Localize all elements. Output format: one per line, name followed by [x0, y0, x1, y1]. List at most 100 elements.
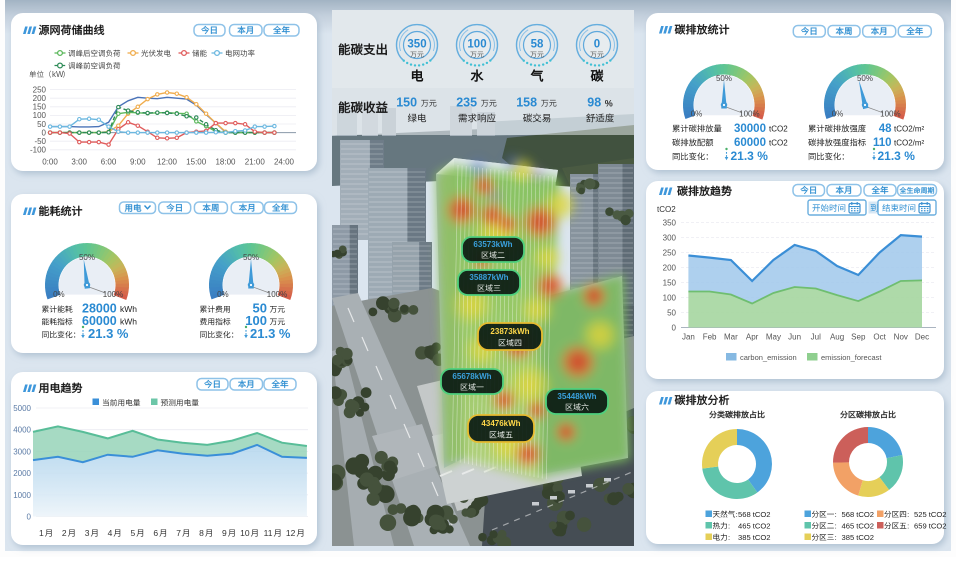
svg-text:18:00: 18:00 [215, 158, 236, 167]
svg-text:tCO2/m²: tCO2/m² [894, 139, 925, 148]
svg-text:0: 0 [42, 128, 47, 137]
svg-text:235: 235 [456, 96, 477, 110]
svg-text:Jul: Jul [811, 333, 821, 342]
svg-text:50%: 50% [857, 74, 873, 83]
svg-text:100: 100 [467, 39, 486, 51]
svg-text:0%: 0% [53, 290, 65, 299]
svg-text:5: 5 [130, 528, 135, 538]
svg-text:%: % [605, 99, 613, 109]
svg-text:200: 200 [33, 94, 47, 103]
svg-text:30000: 30000 [734, 123, 766, 135]
svg-text:Nov: Nov [894, 333, 908, 342]
svg-text:60000: 60000 [82, 314, 117, 328]
svg-text:43476kWh: 43476kWh [481, 419, 520, 428]
svg-text:110: 110 [873, 137, 892, 149]
svg-text:150: 150 [33, 103, 47, 112]
svg-text:385 tCO2: 385 tCO2 [842, 533, 875, 542]
svg-text:10: 10 [240, 528, 250, 538]
svg-text:50: 50 [253, 301, 267, 316]
svg-text:0%: 0% [691, 110, 703, 119]
svg-text:6: 6 [153, 528, 158, 538]
svg-text:tCO2: tCO2 [657, 205, 676, 214]
svg-text:100: 100 [245, 313, 267, 328]
svg-text:21.3 %: 21.3 % [878, 149, 916, 163]
svg-text:Jun: Jun [788, 333, 801, 342]
svg-text:carbon_emission: carbon_emission [740, 353, 797, 362]
svg-text:2: 2 [62, 528, 67, 538]
svg-text:2000: 2000 [13, 469, 31, 478]
svg-text:568 tCO2: 568 tCO2 [842, 510, 875, 519]
svg-text:21.3 %: 21.3 % [88, 326, 129, 341]
svg-text:568 tCO2: 568 tCO2 [738, 510, 771, 519]
svg-text:385 tCO2: 385 tCO2 [738, 533, 771, 542]
svg-text:58: 58 [531, 39, 544, 51]
svg-text:0%: 0% [217, 290, 229, 299]
svg-text:Feb: Feb [703, 333, 717, 342]
svg-text:kWh: kWh [120, 317, 137, 327]
svg-text:659 tCO2: 659 tCO2 [914, 522, 947, 531]
svg-text:100: 100 [663, 293, 677, 302]
svg-text:50%: 50% [243, 253, 259, 262]
svg-text:21.3 %: 21.3 % [731, 149, 769, 163]
svg-text::: : [728, 522, 730, 531]
svg-text:100%: 100% [880, 110, 900, 119]
svg-text:465 tCO2: 465 tCO2 [842, 522, 875, 531]
svg-text:24:00: 24:00 [274, 158, 295, 167]
svg-text:100%: 100% [739, 110, 759, 119]
svg-text:465 tCO2: 465 tCO2 [738, 522, 771, 531]
svg-text:4: 4 [108, 528, 113, 538]
svg-text:Mar: Mar [724, 333, 738, 342]
svg-text:0: 0 [27, 513, 32, 522]
svg-text:-100: -100 [30, 146, 47, 155]
svg-text:150: 150 [663, 278, 677, 287]
svg-text:tCO2/m²: tCO2/m² [894, 125, 925, 134]
svg-text::: : [835, 522, 837, 531]
svg-text:100%: 100% [267, 290, 287, 299]
svg-text:Oct: Oct [873, 333, 886, 342]
svg-text:350: 350 [407, 39, 426, 51]
svg-text:7: 7 [176, 528, 181, 538]
svg-text::: : [728, 533, 730, 542]
svg-text::: : [907, 510, 909, 519]
svg-text:158: 158 [516, 96, 537, 110]
svg-text:63573kWh: 63573kWh [473, 240, 512, 249]
svg-text:15:00: 15:00 [186, 158, 207, 167]
svg-text:23873kWh: 23873kWh [490, 327, 529, 336]
svg-text:100%: 100% [103, 290, 123, 299]
svg-text:3: 3 [85, 528, 90, 538]
svg-text:9:00: 9:00 [130, 158, 146, 167]
svg-text:May: May [766, 333, 781, 342]
svg-text:50%: 50% [716, 74, 732, 83]
svg-text:100: 100 [33, 111, 47, 120]
svg-text:35887kWh: 35887kWh [469, 273, 508, 282]
svg-text:200: 200 [663, 263, 677, 272]
svg-text:5000: 5000 [13, 404, 31, 413]
svg-text:1000: 1000 [13, 491, 31, 500]
svg-text:12:00: 12:00 [157, 158, 178, 167]
svg-text:98: 98 [587, 96, 601, 110]
svg-text::: : [907, 522, 909, 531]
svg-text:Sep: Sep [851, 333, 866, 342]
svg-text:emission_forecast: emission_forecast [821, 353, 882, 362]
svg-text:8: 8 [199, 528, 204, 538]
svg-text:0%: 0% [832, 110, 844, 119]
svg-text:65678kWh: 65678kWh [452, 372, 491, 381]
svg-text:50: 50 [37, 120, 46, 129]
svg-text:0:00: 0:00 [42, 158, 58, 167]
svg-text:9: 9 [222, 528, 227, 538]
svg-text:3:00: 3:00 [71, 158, 87, 167]
svg-text:0: 0 [594, 39, 600, 51]
svg-text:21.3 %: 21.3 % [250, 326, 291, 341]
svg-text:Jan: Jan [682, 333, 695, 342]
svg-text:350: 350 [663, 218, 677, 227]
svg-text::: : [835, 510, 837, 519]
svg-text:tCO2: tCO2 [769, 139, 788, 148]
svg-text:150: 150 [396, 96, 417, 110]
svg-text:28000: 28000 [82, 302, 117, 316]
svg-text:525 tCO2: 525 tCO2 [914, 510, 947, 519]
svg-text:Apr: Apr [746, 333, 759, 342]
svg-text:-50: -50 [34, 137, 46, 146]
svg-text:12: 12 [286, 528, 296, 538]
svg-text:60000: 60000 [734, 137, 766, 149]
svg-text:4000: 4000 [13, 426, 31, 435]
